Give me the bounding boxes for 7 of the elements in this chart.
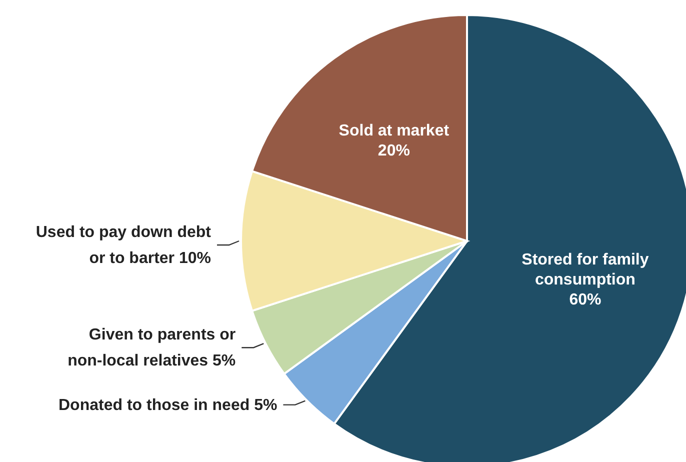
data-label: 20%	[378, 142, 410, 159]
slice-label: Sold at market	[338, 122, 450, 139]
data-label: 60%	[569, 290, 602, 308]
slice-label: Stored for family consumption	[522, 250, 649, 288]
slice-label: Donated to those in need 5%	[58, 396, 278, 414]
slice-label: Used to pay down debt or to barter 10%	[36, 224, 212, 266]
slice-label: Given to parents or non-local relatives 5%	[68, 326, 236, 370]
